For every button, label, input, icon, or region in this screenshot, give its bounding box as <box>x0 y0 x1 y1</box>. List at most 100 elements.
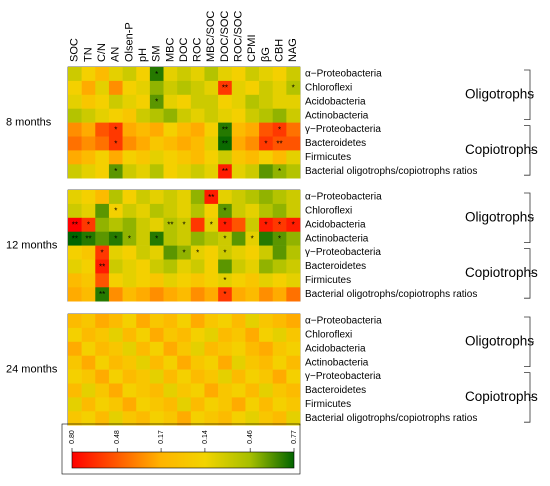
cell <box>122 355 137 370</box>
significance: * <box>114 125 117 134</box>
cell <box>68 341 82 356</box>
cell <box>108 327 123 343</box>
cell <box>259 397 274 412</box>
cell <box>259 190 274 205</box>
cell <box>190 245 205 260</box>
row-label: Firmicutes <box>305 275 351 286</box>
cell <box>149 122 164 137</box>
group-label: Copiotrophs <box>465 142 538 157</box>
column-label: SM <box>151 46 163 63</box>
bracket <box>524 372 534 423</box>
cell <box>108 397 123 412</box>
cell <box>68 164 82 179</box>
row-label: Firmicutes <box>305 399 351 410</box>
cell <box>81 355 96 370</box>
cell <box>272 164 287 179</box>
cell <box>245 341 260 356</box>
significance: * <box>223 248 226 257</box>
cell <box>218 287 233 302</box>
cell <box>177 273 192 288</box>
cell <box>136 217 151 232</box>
cell <box>122 231 137 246</box>
cell <box>149 94 164 109</box>
cell <box>163 108 178 123</box>
cell <box>95 150 110 165</box>
cell <box>122 80 137 96</box>
cell <box>163 341 178 356</box>
significance: * <box>278 167 281 176</box>
cell <box>108 80 123 96</box>
significance: * <box>292 84 295 93</box>
cell <box>231 150 246 165</box>
significance: ** <box>222 125 228 134</box>
cell <box>149 231 164 246</box>
cell <box>190 122 205 137</box>
cell <box>136 341 151 356</box>
cell <box>68 355 82 370</box>
cell <box>231 397 246 412</box>
bracket <box>524 192 534 243</box>
colorbar-tick-label: 0.48 <box>114 430 121 444</box>
cell <box>81 245 96 260</box>
cell <box>163 245 178 260</box>
column-label: SOC <box>69 38 81 62</box>
cell <box>95 217 110 232</box>
column-label: CBH <box>273 39 285 62</box>
column-label: MBC/SOC <box>205 11 217 62</box>
cell <box>190 190 205 205</box>
block-label: 12 months <box>6 240 58 252</box>
cell <box>122 397 137 412</box>
cell <box>286 80 301 96</box>
significance: * <box>182 221 185 230</box>
cell <box>163 190 178 205</box>
cell <box>136 411 151 426</box>
row-label: Bacteroidetes <box>305 261 366 272</box>
cell <box>231 67 246 82</box>
cell <box>259 383 274 398</box>
cell <box>122 190 137 205</box>
cell <box>245 411 260 426</box>
cell <box>108 122 123 137</box>
cell <box>163 383 178 398</box>
cell <box>231 411 246 426</box>
cell <box>177 164 192 179</box>
cell <box>136 327 151 343</box>
row-label: Chloroflexi <box>305 205 352 216</box>
row-label: α−Proteobacteria <box>305 192 382 203</box>
cell <box>108 94 123 109</box>
significance: * <box>223 276 226 285</box>
cell <box>68 411 82 426</box>
cell <box>163 136 178 151</box>
cell <box>272 122 287 137</box>
significance: ** <box>208 193 214 202</box>
cell <box>204 341 219 356</box>
cell <box>177 217 192 232</box>
significance: * <box>114 139 117 148</box>
cell <box>149 259 164 274</box>
cell <box>95 273 110 288</box>
cell <box>163 397 178 412</box>
cell <box>95 203 110 219</box>
cell <box>122 259 137 274</box>
cell <box>259 287 274 302</box>
cell <box>190 164 205 179</box>
row-label: α−Proteobacteria <box>305 316 382 327</box>
cell <box>286 150 301 165</box>
cell <box>218 245 233 260</box>
cell <box>136 259 151 274</box>
cell <box>272 411 287 426</box>
cell <box>259 122 274 137</box>
cell <box>204 217 219 232</box>
cell <box>190 231 205 246</box>
cell <box>108 203 123 219</box>
cell <box>95 327 110 343</box>
cell <box>95 397 110 412</box>
cell <box>108 314 123 329</box>
significance: * <box>182 248 185 257</box>
cell <box>286 108 301 123</box>
cell <box>177 231 192 246</box>
cell <box>190 108 205 123</box>
cell <box>190 314 205 329</box>
cell <box>177 411 192 426</box>
cell <box>218 203 233 219</box>
